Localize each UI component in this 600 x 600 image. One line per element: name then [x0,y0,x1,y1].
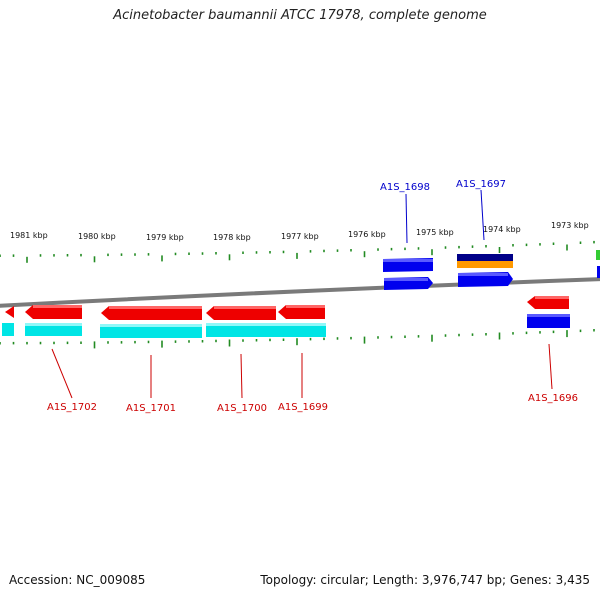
outer-tick-ring [0,240,595,263]
genome-summary-text: Topology: circular; Length: 3,976,747 bp… [260,573,590,587]
forward-gene-A1S_1698[interactable] [383,258,433,272]
forward-gene-A1S_1697[interactable] [457,254,513,268]
scale-label-1978: 1978 kbp [213,233,251,242]
map-title: Acinetobacter baumannii ATCC 17978, comp… [113,8,487,23]
scale-label-1973: 1973 kbp [551,221,589,230]
accession-text: Accession: NC_009085 [9,573,146,587]
reverse-gene-A1S_1699[interactable] [278,305,325,319]
scale-label-1981: 1981 kbp [10,231,48,240]
forward-cds-A1S_1697[interactable] [458,272,513,287]
inner-tick-ring [0,329,595,349]
gene-label-A1S_1697[interactable]: A1S_1697 [456,179,506,190]
scale-labels: 1981 kbp 1980 kbp 1979 kbp 1978 kbp 1977… [10,221,589,242]
scale-label-1980: 1980 kbp [78,232,116,241]
forward-cds-A1S_1696[interactable] [527,314,570,328]
gene-label-A1S_1696[interactable]: A1S_1696 [528,393,578,404]
scale-label-1977: 1977 kbp [281,232,319,241]
gene-label-A1S_1700[interactable]: A1S_1700 [217,403,267,414]
reverse-cds-A1S_1702[interactable] [25,323,82,336]
edge-feature-right[interactable] [596,250,600,278]
gene-label-A1S_1701[interactable]: A1S_1701 [126,403,176,414]
reverse-gene-A1S_1702[interactable] [25,305,82,319]
scale-label-1974: 1974 kbp [483,225,521,234]
forward-cds-A1S_1698[interactable] [384,277,433,290]
scale-label-1979: 1979 kbp [146,233,184,242]
reverse-gene-A1S_1696[interactable] [527,296,569,309]
scale-label-1975: 1975 kbp [416,228,454,237]
reverse-gene-edge-left[interactable] [2,306,14,336]
scale-label-1976: 1976 kbp [348,230,386,239]
reverse-cds-A1S_1701[interactable] [100,324,202,338]
gene-label-A1S_1699[interactable]: A1S_1699 [278,402,328,413]
gene-label-A1S_1702[interactable]: A1S_1702 [47,402,97,413]
reverse-gene-A1S_1700[interactable] [206,306,276,320]
reverse-gene-A1S_1701[interactable] [101,306,202,320]
label-leaders [51,189,553,399]
gene-label-A1S_1698[interactable]: A1S_1698 [380,182,430,193]
genome-backbone [0,277,600,308]
reverse-cds-A1S_1700-1699[interactable] [206,323,326,337]
